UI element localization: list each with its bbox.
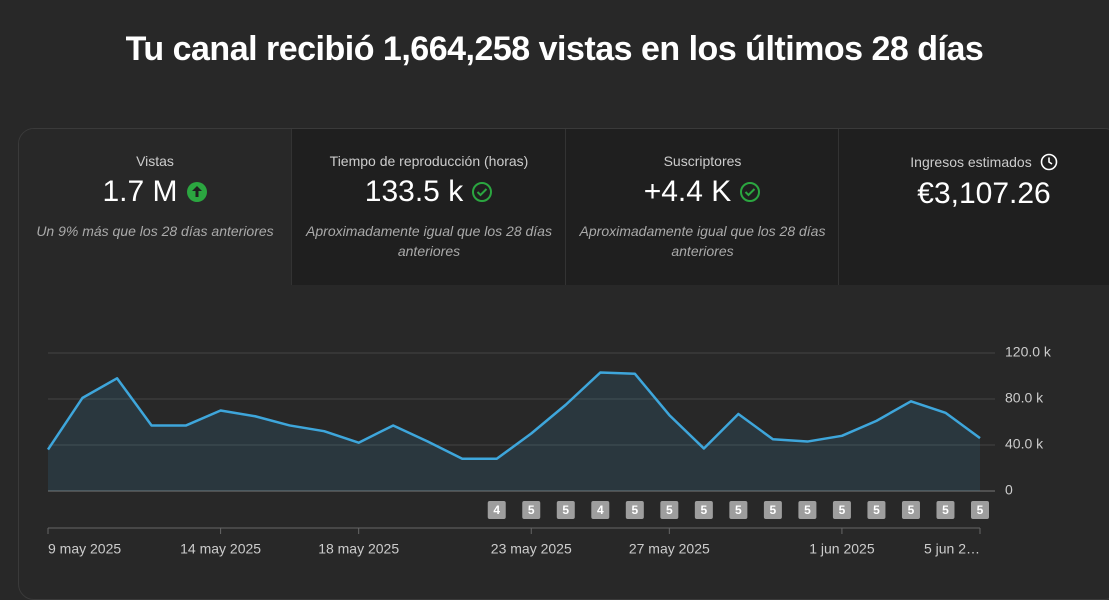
metric-card: Vistas 1.7 M Un 9% más que los 28 días ant…: [19, 129, 291, 285]
video-marker: [625, 501, 644, 519]
metric-label: Tiempo de reproducción (horas): [292, 153, 566, 169]
video-marker-label: 5: [839, 503, 846, 517]
video-marker-label: 5: [631, 503, 638, 517]
metric-card: Tiempo de reproducción (horas) 133.5 k Apr…: [291, 129, 566, 285]
video-marker-label: 5: [735, 503, 742, 517]
x-tick-label: 23 may 2025: [491, 541, 572, 557]
metric-note: Aproximadamente igual que los 28 días an…: [579, 223, 826, 259]
metric-value-text: +4.4 K: [643, 175, 732, 208]
series-line: [46, 371, 981, 461]
metric-card: Ingresos estimados €3,107.26: [838, 129, 1109, 285]
x-tick-label: 27 may 2025: [629, 541, 710, 557]
video-marker: [901, 501, 920, 519]
video-marker-label: 5: [977, 503, 984, 517]
video-marker-label: 5: [873, 503, 880, 517]
metric-label: Vistas: [19, 153, 291, 169]
metric-icon: [1040, 153, 1058, 171]
video-marker-label: 5: [666, 503, 673, 517]
video-marker-label: 5: [701, 503, 708, 517]
metric-value: +4.4 K: [566, 175, 839, 209]
metric-value-text: 133.5 k: [364, 175, 464, 208]
video-marker: [729, 501, 748, 519]
analytics-panel: Vistas 1.7 M Un 9% más que los 28 días ant…: [18, 128, 1109, 600]
video-marker: [556, 501, 575, 519]
metric-label: Suscriptores: [566, 153, 839, 169]
video-marker: [798, 501, 817, 519]
metric-note: Un 9% más que los 28 días anteriores: [36, 223, 274, 239]
video-marker-label: 5: [908, 503, 915, 517]
video-marker: [591, 501, 610, 519]
video-marker: [832, 501, 851, 519]
metric-label: Ingresos estimados: [839, 153, 1109, 171]
metric-note: Aproximadamente igual que los 28 días an…: [306, 223, 552, 259]
area-fill: [48, 372, 980, 491]
x-tick-label: 1 jun 2025: [809, 541, 875, 557]
video-marker-label: 5: [562, 503, 569, 517]
video-marker-label: 5: [804, 503, 811, 517]
metric-label-text: Suscriptores: [663, 153, 742, 169]
y-tick-label: 0: [1005, 482, 1013, 498]
chart: 0 40.0 k 80.0 k 120.0 k 9 may 2025 14 may 202…: [46, 344, 1052, 557]
video-marker-label: 4: [597, 503, 604, 517]
y-tick-label: 120.0 k: [1005, 344, 1052, 360]
metric-label-text: Vistas: [136, 153, 174, 169]
video-marker: [936, 501, 955, 519]
x-tick-label: 9 may 2025: [48, 541, 121, 557]
metric-icon: [186, 181, 208, 203]
metric-icon: [739, 181, 761, 203]
page: Tu canal recibió 1,664,258 vistas en los…: [18, 30, 1109, 600]
page-title: Tu canal recibió 1,664,258 vistas en los…: [125, 30, 984, 68]
x-tick-label: 18 may 2025: [318, 541, 399, 557]
metric-label-text: Tiempo de reproducción (horas): [329, 153, 529, 169]
metric-card: Suscriptores +4.4 K Aproximadamente igual …: [565, 129, 839, 285]
metric-value-text: 1.7 M: [102, 175, 178, 208]
video-marker-label: 5: [770, 503, 777, 517]
video-marker-label: 4: [493, 503, 500, 517]
y-tick-label: 40.0 k: [1005, 436, 1044, 452]
video-marker-label: 5: [942, 503, 949, 517]
video-marker: [694, 501, 713, 519]
x-tick-label: 14 may 2025: [180, 541, 261, 557]
metric-value-text: €3,107.26: [917, 177, 1051, 210]
video-marker-label: 5: [528, 503, 535, 517]
video-marker: [867, 501, 886, 519]
metric-value: 133.5 k: [292, 175, 566, 209]
y-tick-label: 80.0 k: [1005, 390, 1044, 406]
video-marker: [522, 501, 541, 519]
metric-value: €3,107.26: [839, 177, 1109, 211]
video-marker: [971, 501, 989, 519]
metric-icon: [471, 181, 493, 203]
metric-label-text: Ingresos estimados: [910, 154, 1032, 170]
video-marker: [487, 501, 506, 519]
x-tick-label: 5 jun 2…: [924, 541, 980, 557]
metric-value: 1.7 M: [19, 175, 291, 209]
video-marker: [763, 501, 782, 519]
video-marker: [660, 501, 679, 519]
